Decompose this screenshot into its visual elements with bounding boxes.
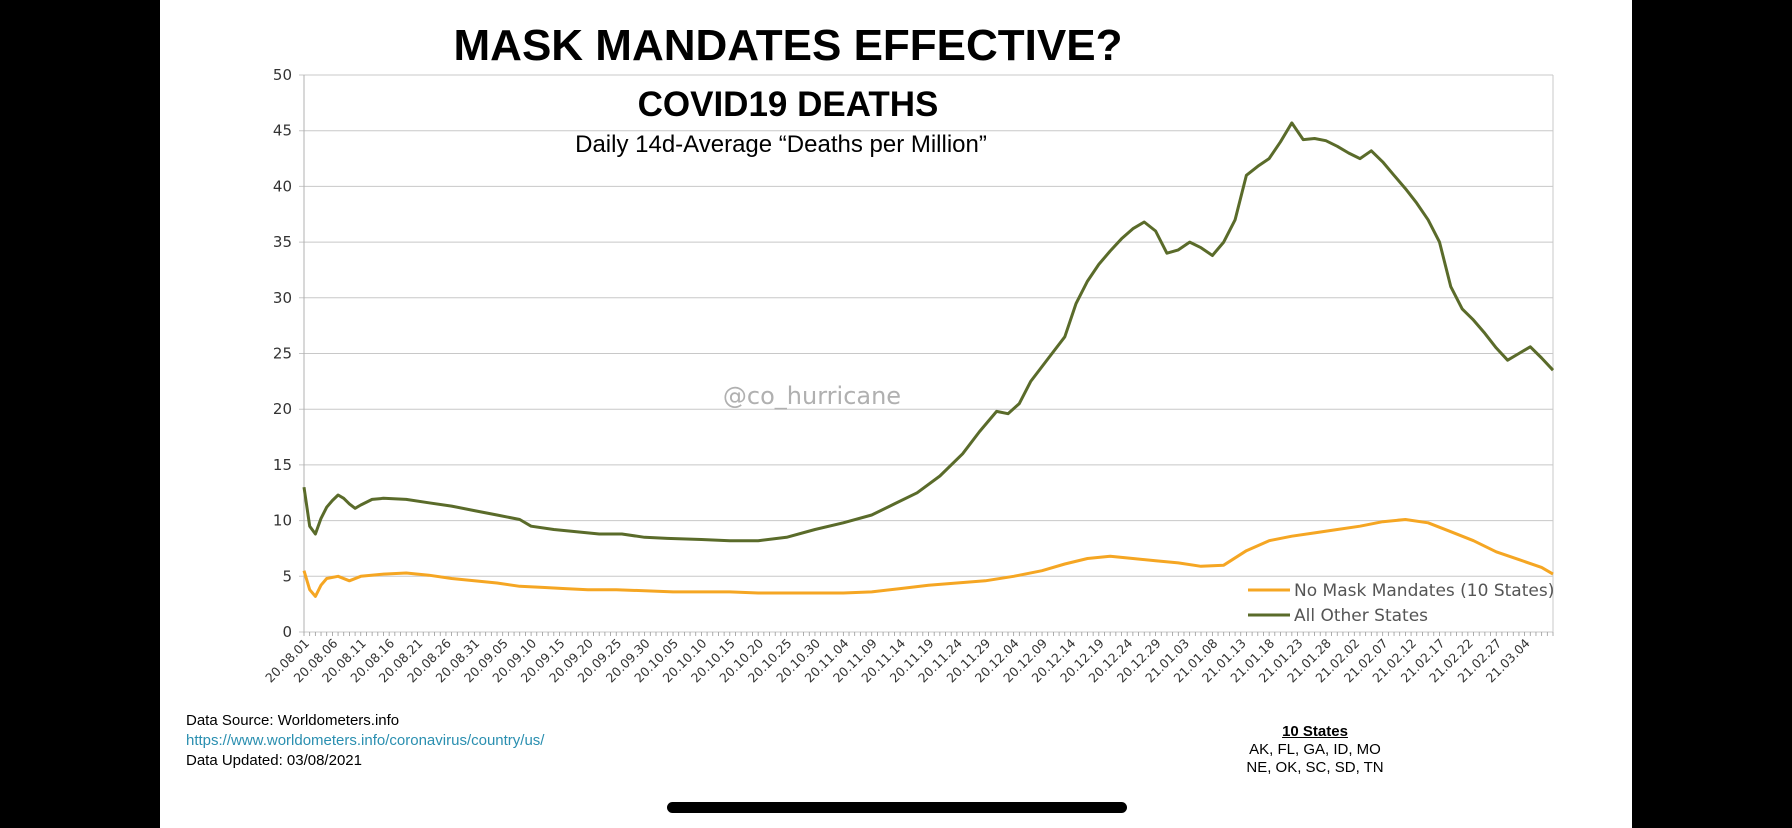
states-line-2: NE, OK, SC, SD, TN <box>1246 759 1384 776</box>
y-tick-label: 35 <box>273 233 292 251</box>
states-line-1: AK, FL, GA, ID, MO <box>1249 741 1381 758</box>
y-tick-label: 20 <box>273 400 292 418</box>
series-layer <box>302 121 1555 598</box>
y-tick-label: 15 <box>273 456 292 474</box>
series-line-all-other-states <box>302 121 1555 543</box>
home-indicator[interactable] <box>667 802 1127 813</box>
chart-canvas: 0 5 10 15 20 25 30 35 40 45 50 20.08.0120.08.0620.… <box>262 21 1555 685</box>
y-axis: 0 5 10 15 20 25 30 35 40 45 50 <box>273 66 292 641</box>
chart-subtitle: COVID19 DEATHS <box>638 85 939 124</box>
y-tick-label: 40 <box>273 177 292 195</box>
data-updated-label: Data Updated: 03/08/2021 <box>186 752 362 769</box>
grid-layer <box>299 74 1554 633</box>
y-tick-label: 50 <box>273 66 292 84</box>
legend: No Mask Mandates (10 States) All Other S… <box>1248 581 1554 626</box>
y-tick-label: 10 <box>273 512 292 530</box>
states-box: 10 States AK, FL, GA, ID, MO NE, OK, SC,… <box>1205 723 1425 777</box>
watermark: @co_hurricane <box>723 382 901 410</box>
chart-title: MASK MANDATES EFFECTIVE? <box>454 21 1123 70</box>
chart-caption: Daily 14d-Average “Deaths per Million” <box>575 131 987 158</box>
y-tick-label: 25 <box>273 345 292 363</box>
y-tick-label: 30 <box>273 289 292 307</box>
y-tick-label: 45 <box>273 122 292 140</box>
y-tick-label: 5 <box>282 567 292 585</box>
data-source-link[interactable]: https://www.worldometers.info/coronaviru… <box>186 732 545 749</box>
chart-card: 0 5 10 15 20 25 30 35 40 45 50 20.08.01 20.08.06 20.… <box>160 0 1632 828</box>
legend-label-no-mask: No Mask Mandates (10 States) <box>1294 581 1554 601</box>
legend-label-other: All Other States <box>1294 606 1428 626</box>
data-source-label: Data Source: Worldometers.info <box>186 712 400 729</box>
y-tick-label: 0 <box>282 623 292 641</box>
x-axis: 20.08.0120.08.0620.08.1120.08.1620.08.21… <box>262 632 1554 685</box>
states-heading: 10 States <box>1282 723 1348 740</box>
series-line-no-mask-mandates <box>302 518 1554 598</box>
